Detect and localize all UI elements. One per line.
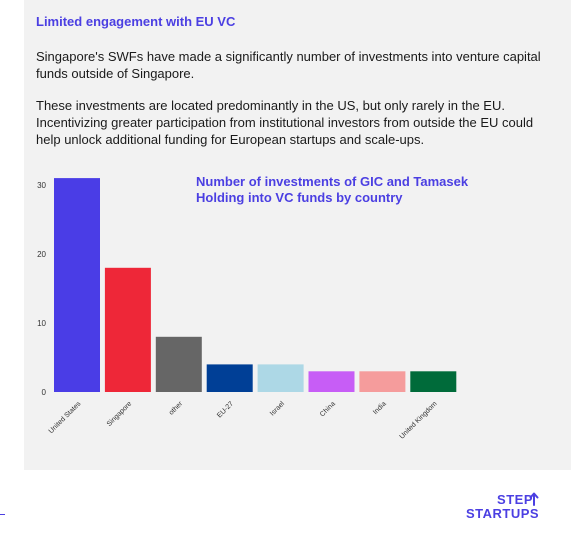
x-tick-label: United Kingdom — [399, 400, 439, 440]
bar-chart: 0 10 20 30 United States Singapore other EU-27 I… — [37, 178, 457, 441]
up-arrow-icon — [529, 492, 539, 506]
y-tick-label: 30 — [37, 181, 46, 190]
y-tick-label: 10 — [37, 319, 46, 328]
bar-singapore — [104, 267, 151, 392]
bar-other — [155, 336, 202, 392]
page-edge-dash — [0, 514, 5, 515]
bar-eu-27 — [206, 364, 253, 392]
bar-india — [359, 371, 406, 392]
detail-paragraph: These investments are located predominan… — [36, 98, 534, 147]
bar-israel — [257, 364, 304, 392]
step-startups-logo: STEP STARTUPS — [466, 492, 550, 523]
x-tick-label: India — [372, 400, 388, 416]
x-tick-label: other — [168, 400, 185, 417]
x-tick-label: Israel — [269, 400, 286, 417]
section-heading: Limited engagement with EU VC — [36, 14, 236, 29]
x-tick-label: EU-27 — [216, 400, 235, 419]
x-tick-label: United States — [48, 400, 83, 435]
bar-united-kingdom — [410, 371, 457, 392]
x-tick-label: China — [319, 400, 337, 418]
logo-text-part-a: STARTU — [466, 506, 521, 521]
y-tick-label: 0 — [42, 388, 47, 397]
chart-title: Number of investments of GIC and Tamasek… — [196, 174, 469, 205]
bar-united-states — [54, 178, 100, 392]
logo-text-part-b: PS — [520, 506, 540, 521]
x-tick-label: Singapore — [106, 400, 134, 428]
intro-paragraph: Singapore's SWFs have made a significant… — [36, 49, 541, 81]
y-tick-label: 20 — [37, 250, 46, 259]
logo-line-step: STEP — [497, 492, 533, 507]
logo-line-startups: STARTUPS — [466, 506, 539, 521]
bar-china — [308, 371, 355, 392]
